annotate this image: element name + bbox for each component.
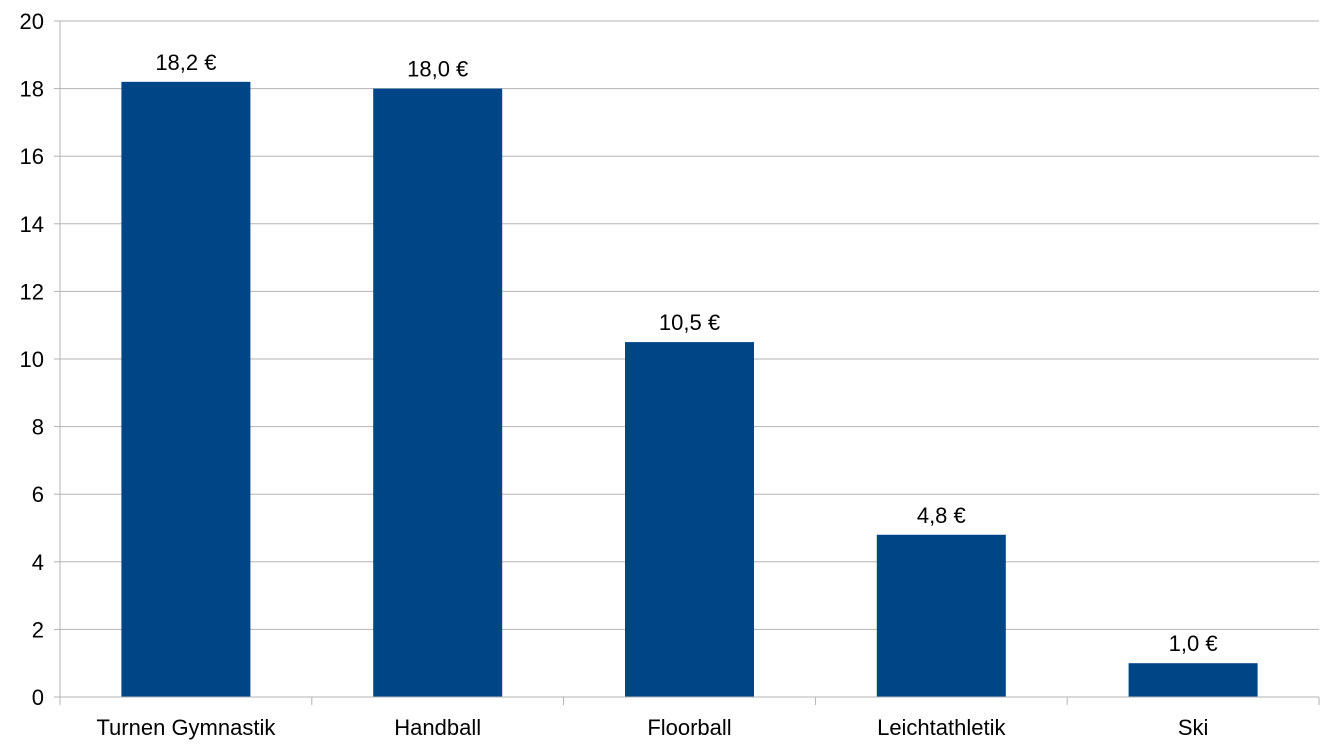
y-tick-labels: 0 2 4 6 8 10 12 14 16 18 20 (20, 9, 44, 710)
bar (121, 81, 251, 698)
x-tick-label: Ski (1178, 715, 1209, 740)
y-tick-label: 8 (32, 415, 44, 440)
y-tick-label: 6 (32, 482, 44, 507)
bar (373, 88, 503, 698)
y-tick-label: 2 (32, 617, 44, 642)
x-tick-label: Floorball (647, 715, 731, 740)
y-tick-label: 4 (32, 550, 44, 575)
y-tick-label: 20 (20, 9, 44, 34)
y-tick-label: 10 (20, 347, 44, 372)
x-tick-labels: Turnen Gymnastik Handball Floorball Leichta… (96, 715, 1208, 740)
y-tick-label: 18 (20, 77, 44, 102)
bar (625, 342, 754, 697)
x-tick-label: Turnen Gymnastik (96, 715, 276, 740)
bar (1128, 663, 1258, 697)
data-label: 1,0 € (1169, 631, 1218, 656)
y-tick-label: 16 (20, 144, 44, 169)
data-label: 10,5 € (659, 310, 720, 335)
y-tick-label: 14 (20, 212, 44, 237)
bars (121, 81, 1258, 698)
x-tick-label: Leichtathletik (877, 715, 1006, 740)
data-label: 18,0 € (407, 57, 468, 82)
bar (876, 534, 1006, 697)
y-tick-label: 0 (32, 685, 44, 710)
data-labels: 18,2 € 18,0 € 10,5 € 4,8 € 1,0 € (155, 50, 1217, 656)
data-label: 18,2 € (155, 50, 216, 75)
x-tick-label: Handball (394, 715, 481, 740)
y-tick-label: 12 (20, 279, 44, 304)
axes (54, 20, 1320, 705)
data-label: 4,8 € (917, 503, 966, 528)
